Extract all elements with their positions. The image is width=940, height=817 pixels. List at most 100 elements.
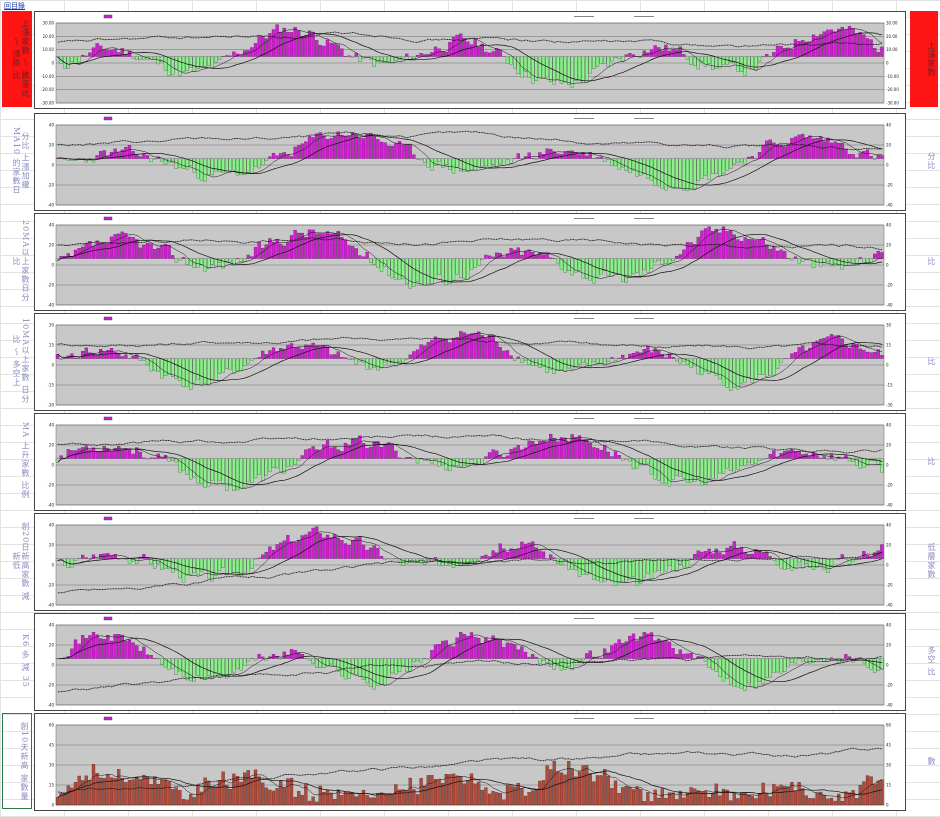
bar [502, 256, 506, 259]
bar [520, 449, 524, 459]
bar [793, 256, 798, 259]
bar [685, 158, 690, 191]
bar [210, 56, 214, 69]
bar [196, 358, 200, 380]
bar [581, 258, 585, 279]
bar [239, 258, 243, 263]
bar [714, 548, 718, 559]
bar [225, 784, 229, 806]
bar-series [55, 131, 884, 191]
bar [757, 239, 762, 259]
bar [437, 338, 441, 359]
bar [804, 795, 808, 806]
bar [610, 357, 614, 359]
bar [171, 458, 175, 461]
y-tick-label-right: 40 [886, 623, 892, 628]
bar [225, 55, 229, 57]
bar [491, 635, 495, 659]
bar [390, 56, 394, 64]
y-tick-label-right: 20 [886, 543, 892, 548]
bar [451, 158, 456, 174]
bar [469, 558, 474, 564]
bar [876, 349, 880, 359]
bar [509, 548, 513, 559]
bar [793, 558, 798, 568]
y-tick-label-right: -20 [886, 283, 893, 288]
bar [588, 258, 592, 281]
bar [840, 658, 844, 662]
bar [847, 792, 852, 806]
bar [477, 158, 481, 168]
bar [527, 249, 531, 259]
bar [160, 245, 164, 259]
legend-swatch-bars [103, 716, 113, 721]
bar [498, 347, 502, 359]
bar [534, 158, 538, 160]
bar [858, 458, 862, 469]
bar [509, 158, 513, 164]
bar [293, 27, 297, 57]
bar [307, 448, 312, 459]
bar [808, 135, 812, 159]
y-tick-label-right: 30 [886, 763, 892, 768]
bar [322, 792, 326, 806]
left-label-8: 創10天新高 家數量 [2, 713, 32, 809]
bar [858, 785, 862, 806]
bar [729, 546, 733, 559]
bar [559, 658, 564, 671]
bar [329, 537, 333, 559]
bar [765, 793, 769, 806]
bar [289, 32, 294, 57]
bar [786, 786, 790, 806]
bar [142, 554, 146, 559]
ma-line-1 [57, 437, 883, 490]
bar [473, 637, 477, 659]
bar [509, 643, 513, 659]
bar [336, 44, 340, 57]
bar [729, 56, 733, 62]
y-tick-label-right: 30 [886, 323, 892, 328]
bar [855, 157, 859, 159]
bar [585, 439, 589, 459]
bar [423, 54, 427, 57]
bar [307, 30, 312, 57]
bar [372, 441, 376, 459]
bar [775, 250, 780, 259]
bar [577, 771, 582, 806]
bar [682, 249, 686, 259]
bar [631, 789, 636, 806]
bar [858, 348, 862, 359]
bar [405, 258, 409, 285]
back-to-index-link[interactable]: 回目錄 [4, 2, 25, 10]
bar [322, 233, 326, 259]
bar [768, 658, 772, 678]
bar [531, 654, 535, 659]
bar [808, 798, 812, 806]
bar [613, 258, 618, 274]
bar [70, 787, 74, 806]
bar [606, 652, 610, 659]
bar [379, 446, 384, 459]
bar [851, 154, 855, 159]
bar [599, 449, 603, 459]
bar [678, 254, 682, 259]
bar [671, 558, 675, 572]
bar [387, 258, 391, 276]
bar [73, 558, 78, 561]
bar [725, 231, 729, 259]
bar [613, 358, 618, 362]
bar [376, 258, 380, 268]
bar [84, 775, 88, 806]
bar [829, 558, 834, 566]
bar [271, 153, 276, 159]
bar [192, 658, 196, 682]
bar [739, 158, 744, 163]
bar [552, 358, 556, 374]
bar [275, 788, 279, 806]
bar [109, 555, 114, 559]
bar [606, 558, 610, 580]
bar [779, 784, 783, 806]
bar [293, 458, 297, 465]
bar [268, 33, 272, 57]
bar [559, 437, 564, 459]
